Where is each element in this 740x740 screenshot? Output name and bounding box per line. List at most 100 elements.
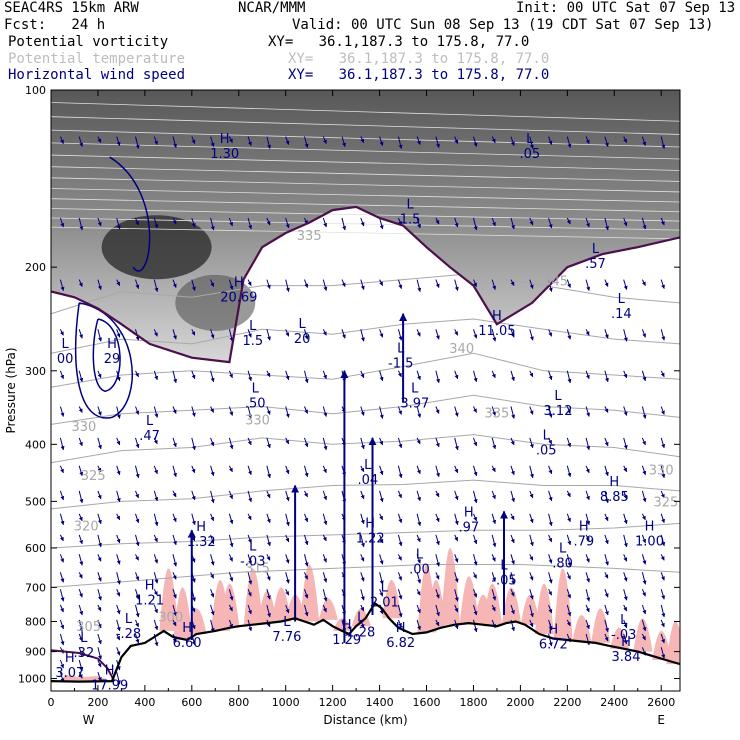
- wind-vector: [97, 437, 102, 450]
- wind-vector: [548, 329, 553, 337]
- extremum-value-label: 20: [294, 332, 311, 347]
- wind-vector: [510, 329, 515, 338]
- wind-vector: [435, 534, 440, 546]
- wind-vector: [247, 554, 252, 565]
- extremum-value-label: .79: [573, 535, 594, 550]
- model-name: SEAC4RS 15km ARW: [4, 0, 139, 16]
- wind-vector: [566, 534, 572, 546]
- wind-vector: [285, 329, 290, 337]
- wind-vector: [529, 490, 534, 499]
- wind-vector: [435, 279, 440, 288]
- wind-vector: [379, 279, 384, 286]
- wind-vector: [247, 604, 252, 615]
- wind-vector: [191, 437, 196, 451]
- wind-vector: [585, 490, 590, 501]
- extremum-kind-label: H: [492, 309, 502, 324]
- wind-vector: [153, 534, 158, 543]
- wind-vector: [116, 465, 121, 476]
- pv-maximum-shading: [101, 215, 212, 280]
- wind-vector: [135, 554, 139, 561]
- wind-vector: [191, 279, 196, 291]
- extremum-kind-label: L: [620, 613, 628, 628]
- wind-vector: [585, 279, 591, 291]
- wind-vector: [454, 513, 459, 526]
- wind-vector: [341, 279, 346, 287]
- wind-vector: [59, 136, 64, 144]
- wind-vector: [548, 588, 553, 596]
- extremum-kind-label: H: [196, 520, 206, 535]
- wind-vector: [529, 589, 534, 600]
- wind-vector: [116, 370, 121, 382]
- extremum-kind-label: L: [554, 389, 562, 404]
- wind-vector: [322, 217, 328, 228]
- isentrope-line: [51, 188, 680, 203]
- wind-vector: [304, 406, 308, 414]
- extremum-kind-label: L: [559, 541, 567, 556]
- wind-vector: [585, 572, 590, 583]
- extremum-kind-label: L: [500, 559, 508, 574]
- wind-vector: [78, 619, 84, 633]
- wind-vector: [473, 217, 478, 231]
- wind-vector: [641, 279, 646, 286]
- wind-vector: [623, 465, 628, 473]
- wind-vector: [491, 279, 497, 290]
- wind-vector: [116, 279, 121, 286]
- extremum-kind-label: L: [406, 198, 414, 213]
- wind-vector: [435, 490, 440, 498]
- wind-vector: [266, 589, 271, 600]
- wind-vector: [548, 217, 553, 229]
- wind-vector: [566, 279, 571, 288]
- wind-vector: [510, 572, 516, 585]
- wind-vector: [548, 633, 553, 647]
- wind-vector: [660, 572, 665, 581]
- wind-vector: [585, 406, 590, 417]
- wind-vector: [548, 619, 553, 631]
- extremum-kind-label: H: [145, 578, 155, 593]
- wind-vector: [397, 136, 403, 149]
- wind-vector: [78, 572, 83, 579]
- wind-vector: [153, 465, 158, 475]
- wind-vector: [379, 329, 384, 338]
- wind-vector: [97, 647, 102, 660]
- wind-vector: [172, 370, 178, 384]
- wind-vector: [322, 370, 327, 380]
- wind-vector: [510, 279, 515, 286]
- wind-vector: [172, 619, 177, 627]
- wind-vector: [360, 465, 365, 473]
- wind-vector: [660, 589, 666, 600]
- y-tick-label: 300: [25, 365, 46, 378]
- wind-vector: [285, 217, 290, 229]
- wind-vector: [529, 217, 534, 226]
- wind-vector: [153, 370, 159, 381]
- wind-vector: [435, 589, 440, 599]
- wind-vector: [78, 370, 84, 383]
- wind-vector: [116, 406, 121, 419]
- wind-vector: [529, 465, 534, 479]
- wind-vector: [360, 406, 365, 416]
- extremum-kind-label: L: [397, 342, 405, 357]
- wind-vector: [266, 465, 271, 479]
- wind-vector: [266, 534, 271, 547]
- wind-vector: [172, 217, 177, 225]
- extremum-kind-label: L: [416, 547, 424, 562]
- wind-vector: [435, 406, 440, 414]
- wind-vector: [210, 136, 215, 147]
- field-xy-theta: XY= 36.1,187.3 to 175.8, 77.0: [288, 51, 550, 67]
- wind-vector: [59, 619, 65, 630]
- wind-vector: [454, 437, 459, 451]
- wind-vector: [210, 370, 215, 383]
- wind-vector: [360, 279, 365, 290]
- wind-vector: [491, 513, 497, 525]
- wind-vector: [604, 406, 609, 413]
- wind-vector: [304, 572, 308, 580]
- wind-vector: [78, 534, 83, 545]
- wind-vector: [379, 513, 384, 521]
- x-tick-label: 400: [134, 696, 155, 709]
- wind-vector: [491, 329, 497, 342]
- low-pv-contour: [51, 649, 116, 682]
- wind-vector: [623, 633, 628, 645]
- wind-vector: [585, 136, 590, 144]
- wind-vector: [435, 437, 440, 448]
- wind-vector: [585, 534, 590, 542]
- isentrope-line: [51, 177, 680, 193]
